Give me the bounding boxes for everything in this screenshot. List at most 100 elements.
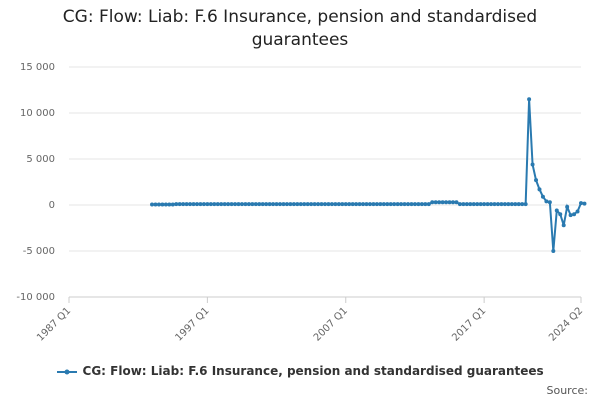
data-point bbox=[499, 202, 504, 207]
data-point bbox=[502, 202, 507, 207]
data-point bbox=[281, 202, 286, 207]
data-point bbox=[253, 202, 258, 207]
data-point bbox=[208, 202, 213, 207]
data-point bbox=[530, 162, 535, 167]
data-point bbox=[444, 200, 449, 205]
x-tick-label: 2024 Q2 bbox=[547, 305, 585, 343]
data-point bbox=[150, 202, 155, 207]
data-point bbox=[523, 202, 528, 207]
data-point bbox=[343, 202, 348, 207]
data-point bbox=[163, 202, 168, 207]
data-point bbox=[388, 202, 393, 207]
data-point bbox=[558, 212, 563, 217]
data-point bbox=[295, 202, 300, 207]
data-point bbox=[419, 202, 424, 207]
y-tick-label: -10 000 bbox=[16, 292, 55, 303]
data-point bbox=[440, 200, 445, 205]
data-point bbox=[354, 202, 359, 207]
chart-title: CG: Flow: Liab: F.6 Insurance, pension a… bbox=[62, 7, 538, 50]
data-point bbox=[489, 202, 494, 207]
data-point bbox=[475, 202, 480, 207]
data-point bbox=[412, 202, 417, 207]
data-point bbox=[492, 202, 497, 207]
data-point bbox=[198, 202, 203, 207]
data-point bbox=[264, 202, 269, 207]
data-point bbox=[201, 202, 206, 207]
data-point bbox=[309, 202, 314, 207]
y-tick-label: 15 000 bbox=[20, 62, 55, 73]
data-point bbox=[222, 202, 227, 207]
data-point bbox=[350, 202, 355, 207]
data-point bbox=[364, 202, 369, 207]
data-point bbox=[527, 97, 532, 102]
data-point bbox=[215, 202, 220, 207]
data-point bbox=[257, 202, 262, 207]
data-point bbox=[547, 200, 552, 205]
data-point bbox=[333, 202, 338, 207]
data-point bbox=[243, 202, 248, 207]
data-point bbox=[399, 202, 404, 207]
data-point bbox=[464, 202, 469, 207]
data-point bbox=[184, 202, 189, 207]
data-point bbox=[402, 202, 407, 207]
data-point bbox=[537, 187, 542, 192]
data-point bbox=[205, 202, 210, 207]
data-point bbox=[544, 199, 549, 204]
data-point bbox=[426, 202, 431, 207]
data-point bbox=[357, 202, 362, 207]
data-point bbox=[219, 202, 224, 207]
data-point bbox=[319, 202, 324, 207]
x-tick-label: 1997 Q1 bbox=[174, 305, 212, 343]
data-point bbox=[409, 202, 414, 207]
data-point bbox=[406, 202, 411, 207]
source: Source: bbox=[546, 384, 589, 397]
data-point bbox=[516, 202, 521, 207]
data-point bbox=[312, 202, 317, 207]
data-point bbox=[385, 202, 390, 207]
data-point bbox=[561, 223, 566, 228]
data-point bbox=[551, 249, 556, 253]
data-point bbox=[540, 194, 545, 199]
data-point bbox=[305, 202, 310, 207]
data-point bbox=[582, 201, 587, 206]
data-point bbox=[174, 202, 179, 207]
data-point bbox=[513, 202, 518, 207]
data-point bbox=[454, 200, 459, 205]
y-tick-label: 0 bbox=[49, 200, 55, 211]
data-point bbox=[395, 202, 400, 207]
legend-label: CG: Flow: Liab: F.6 Insurance, pension a… bbox=[82, 364, 544, 378]
data-point bbox=[191, 202, 196, 207]
x-tick-label: 2007 Q1 bbox=[312, 305, 350, 343]
x-tick-label: 2017 Q1 bbox=[450, 305, 488, 343]
data-point bbox=[471, 202, 476, 207]
data-point bbox=[316, 202, 321, 207]
data-point bbox=[374, 202, 379, 207]
data-point bbox=[340, 202, 345, 207]
data-point bbox=[579, 201, 583, 206]
data-point bbox=[495, 202, 500, 207]
data-point bbox=[260, 202, 265, 207]
data-point bbox=[506, 202, 511, 207]
data-point bbox=[575, 209, 580, 214]
data-point bbox=[361, 202, 366, 207]
data-point bbox=[326, 202, 331, 207]
legend-swatch bbox=[57, 369, 78, 374]
data-point bbox=[170, 202, 175, 207]
data-point bbox=[568, 213, 573, 218]
data-point bbox=[177, 202, 182, 207]
data-point bbox=[167, 202, 172, 207]
data-point bbox=[323, 202, 327, 207]
data-point bbox=[188, 202, 193, 207]
data-point bbox=[367, 202, 372, 207]
data-point bbox=[239, 202, 244, 207]
data-point bbox=[181, 202, 186, 207]
y-tick-label: -5 000 bbox=[23, 246, 55, 257]
data-point bbox=[278, 202, 283, 207]
data-point bbox=[509, 202, 514, 207]
data-point bbox=[468, 202, 473, 207]
legend: CG: Flow: Liab: F.6 Insurance, pension a… bbox=[0, 364, 600, 378]
data-point bbox=[246, 202, 251, 207]
data-point bbox=[329, 202, 334, 207]
data-point bbox=[153, 202, 158, 207]
